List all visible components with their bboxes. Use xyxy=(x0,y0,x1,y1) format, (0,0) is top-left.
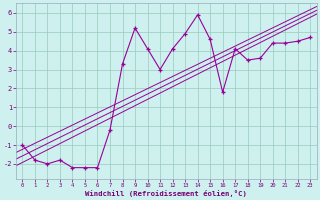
X-axis label: Windchill (Refroidissement éolien,°C): Windchill (Refroidissement éolien,°C) xyxy=(85,190,247,197)
